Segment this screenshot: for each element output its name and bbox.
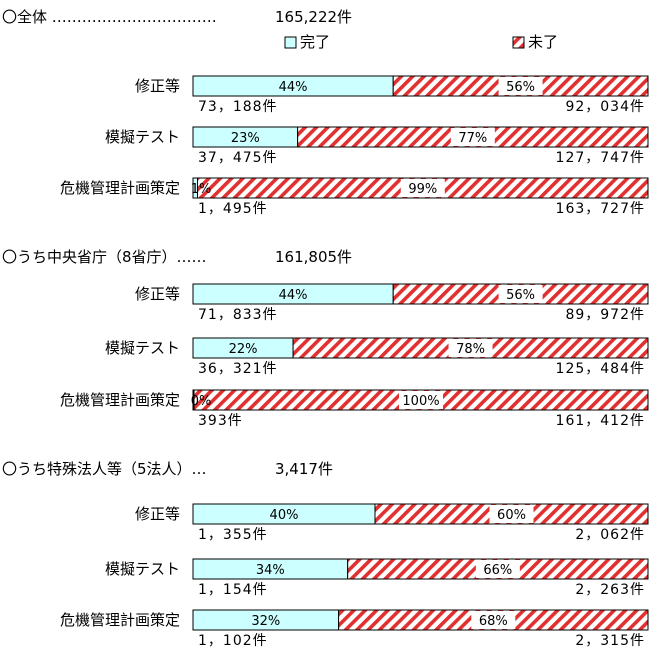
count-done: 393件	[198, 413, 243, 429]
count-notdone: 163，727件	[556, 201, 645, 217]
count-notdone: 92，034件	[565, 99, 645, 115]
legend: 完了 未了	[284, 33, 558, 51]
count-done: 71，833件	[198, 307, 278, 323]
category-label: 修正等	[135, 285, 180, 303]
data-label-bg	[450, 128, 495, 146]
count-notdone: 125，484件	[556, 361, 645, 377]
data-label-notdone: 78%	[456, 342, 485, 357]
count-done: 1，355件	[198, 527, 268, 543]
count-done: 1，495件	[198, 201, 268, 217]
legend-swatch-notdone	[512, 36, 525, 49]
data-label-done: 34%	[256, 563, 285, 578]
category-label: 模擬テスト	[105, 560, 180, 578]
category-label: 模擬テスト	[105, 339, 180, 357]
group-total: 161,805件	[275, 248, 352, 266]
count-done: 1，102件	[198, 633, 268, 649]
data-label-notdone: 56%	[506, 288, 535, 303]
data-label-notdone: 100%	[402, 394, 439, 409]
count-done: 36，321件	[198, 361, 278, 377]
count-notdone: 161，412件	[556, 413, 645, 429]
data-label-bg	[471, 611, 516, 629]
data-label-bg	[400, 179, 445, 197]
data-label-bg	[475, 560, 520, 578]
data-label-done: 0%	[191, 394, 212, 409]
data-label-bg	[399, 391, 443, 409]
data-label-done: 44%	[279, 288, 308, 303]
count-notdone: 89，972件	[565, 307, 645, 323]
data-label-notdone: 60%	[497, 508, 526, 523]
group-title: 〇うち特殊法人等（5法人）…	[2, 460, 207, 478]
category-label: 模擬テスト	[105, 128, 180, 146]
data-label-notdone: 68%	[479, 614, 508, 629]
data-label-bg	[448, 339, 493, 357]
data-label-done: 22%	[229, 342, 258, 357]
count-done: 1，154件	[198, 582, 268, 598]
count-done: 37，475件	[198, 150, 278, 166]
category-label: 危機管理計画策定	[60, 179, 180, 197]
count-done: 73，188件	[198, 99, 278, 115]
count-notdone: 2，315件	[575, 633, 645, 649]
data-label-bg	[498, 77, 543, 95]
legend-label-done: 完了	[300, 33, 330, 51]
data-label-notdone: 77%	[458, 131, 487, 146]
data-label-done: 32%	[251, 614, 280, 629]
category-label: 危機管理計画策定	[60, 611, 180, 629]
group-total: 3,417件	[275, 460, 333, 478]
group-total: 165,222件	[275, 8, 352, 26]
count-notdone: 127，747件	[556, 150, 645, 166]
data-label-done: 1%	[191, 182, 212, 197]
data-label-done: 40%	[270, 508, 299, 523]
count-notdone: 2，062件	[575, 527, 645, 543]
data-label-notdone: 56%	[506, 80, 535, 95]
data-label-done: 44%	[279, 80, 308, 95]
data-label-bg	[498, 285, 543, 303]
group-title: 〇全体 ……………………………	[2, 8, 217, 26]
data-label-notdone: 99%	[408, 182, 437, 197]
data-label-bg	[489, 505, 534, 523]
category-label: 危機管理計画策定	[60, 391, 180, 409]
count-notdone: 2，263件	[575, 582, 645, 598]
data-label-notdone: 66%	[483, 563, 512, 578]
group-title: 〇うち中央省庁（8省庁）……	[2, 248, 207, 266]
data-label-done: 23%	[231, 131, 260, 146]
category-label: 修正等	[135, 505, 180, 523]
legend-label-notdone: 未了	[528, 33, 558, 51]
category-label: 修正等	[135, 77, 180, 95]
legend-swatch-done	[284, 36, 297, 49]
